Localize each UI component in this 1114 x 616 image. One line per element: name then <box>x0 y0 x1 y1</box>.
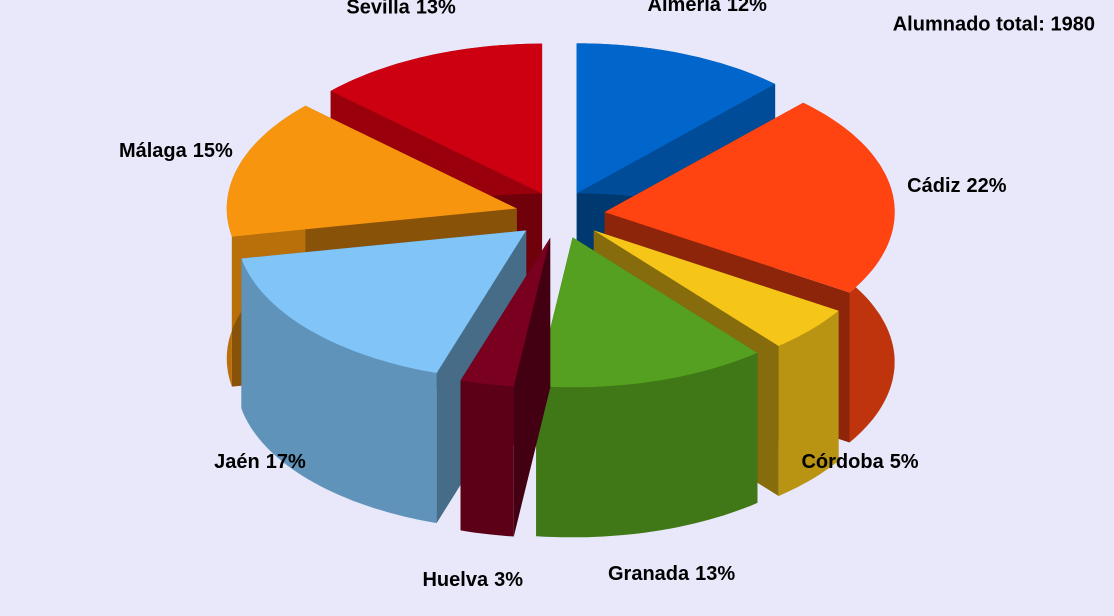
label-value: 12% <box>727 0 767 16</box>
label-name: Granada <box>608 563 690 585</box>
label-name: Jaén <box>214 451 260 473</box>
slice-wall <box>241 258 437 524</box>
data-label: Huelva 3% <box>422 569 523 591</box>
slice-top <box>226 105 517 237</box>
label-value: 22% <box>967 175 1007 197</box>
slice-top <box>460 237 551 387</box>
slice-wall <box>778 310 839 496</box>
slice-wall <box>536 352 758 538</box>
label-name: Málaga <box>119 141 188 163</box>
label-value: 5% <box>890 451 919 473</box>
data-label: Málaga 15% <box>119 141 233 163</box>
label-name: Almería <box>648 0 722 16</box>
slice-top <box>241 230 527 374</box>
data-label: Cádiz 22% <box>907 175 1007 197</box>
data-label: Granada 13% <box>608 563 735 585</box>
slice <box>536 237 758 538</box>
data-label: Jaén 17% <box>214 451 306 473</box>
label-name: Huelva <box>422 569 488 591</box>
label-value: 13% <box>416 0 456 19</box>
label-value: 13% <box>695 563 735 585</box>
slice-top <box>576 43 776 194</box>
slice <box>241 230 527 524</box>
slice-top <box>536 237 758 388</box>
data-label: Sevilla 13% <box>346 0 456 19</box>
label-value: 17% <box>266 451 306 473</box>
annotation: Alumnado total: 1980 <box>893 13 1095 35</box>
label-name: Córdoba <box>801 451 884 473</box>
label-name: Sevilla <box>346 0 410 19</box>
slice-wall <box>460 380 514 537</box>
data-label: Almería 12% <box>648 0 768 16</box>
label-value: 15% <box>193 141 233 163</box>
slice-top <box>330 43 543 194</box>
slice-top <box>593 230 839 346</box>
data-label: Córdoba 5% <box>801 451 918 473</box>
label-value: 3% <box>494 569 523 591</box>
label-name: Cádiz <box>907 175 960 197</box>
slice-top <box>604 102 895 293</box>
slice <box>460 237 551 537</box>
